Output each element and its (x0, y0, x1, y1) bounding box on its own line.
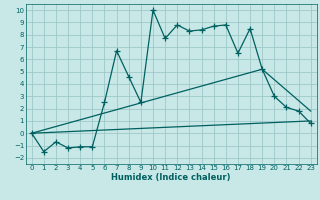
X-axis label: Humidex (Indice chaleur): Humidex (Indice chaleur) (111, 173, 231, 182)
